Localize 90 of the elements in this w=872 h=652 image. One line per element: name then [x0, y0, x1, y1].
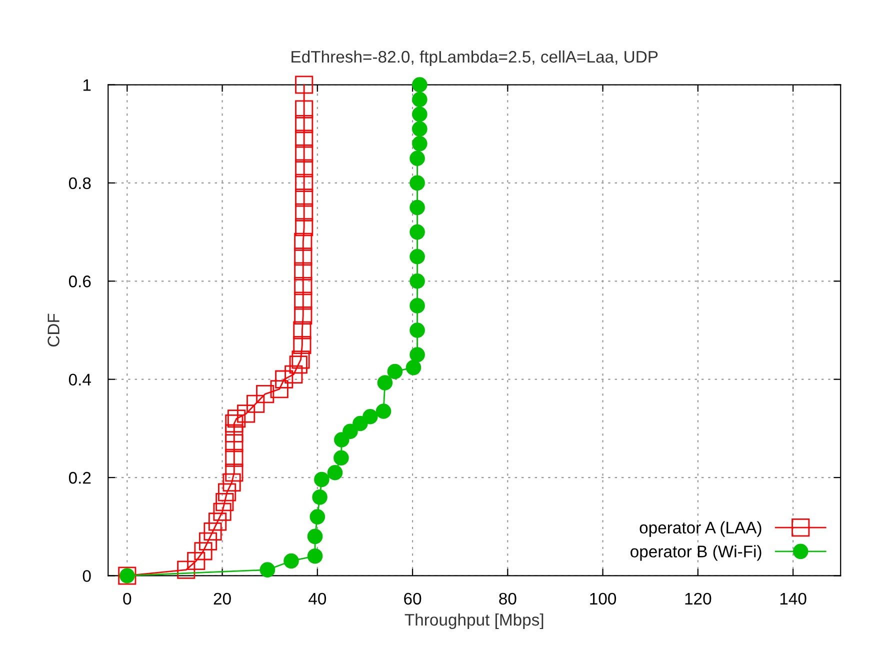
point — [218, 483, 236, 502]
x-tick-label: 100 — [590, 592, 616, 605]
point — [410, 200, 425, 216]
point — [225, 414, 244, 433]
point — [295, 159, 314, 178]
x-tick-label: 0 — [123, 592, 132, 605]
point — [216, 493, 234, 512]
point — [410, 248, 425, 264]
point — [307, 548, 323, 564]
point — [412, 121, 428, 137]
point — [410, 224, 425, 240]
x-tick-label: 40 — [308, 592, 326, 605]
point — [256, 385, 274, 404]
point — [225, 424, 244, 442]
point — [410, 274, 425, 289]
point — [410, 150, 425, 166]
point — [194, 542, 212, 560]
point — [204, 522, 222, 541]
point — [295, 174, 314, 192]
point — [293, 336, 312, 354]
point — [312, 490, 328, 505]
point — [410, 298, 425, 314]
point — [294, 248, 312, 266]
y-tick-label: 0 — [82, 570, 91, 582]
x-tick-label: 80 — [499, 592, 516, 605]
point — [412, 106, 428, 122]
point — [177, 560, 196, 579]
point — [294, 262, 312, 280]
point — [270, 380, 288, 398]
point — [412, 136, 428, 152]
point — [284, 365, 303, 384]
point — [376, 404, 392, 419]
point — [377, 375, 393, 390]
point — [314, 472, 330, 488]
point — [412, 77, 428, 92]
point — [293, 321, 312, 340]
legend-label: operator B (Wi-Fi) — [630, 545, 762, 561]
point — [228, 410, 246, 428]
y-tick-label: 0.2 — [68, 472, 91, 484]
legend-label: operator A (LAA) — [640, 521, 762, 537]
point — [295, 188, 314, 207]
x-tick-label: 120 — [685, 592, 712, 605]
point — [295, 76, 314, 94]
x-tick-label: 20 — [214, 592, 231, 605]
point — [289, 356, 308, 374]
point — [410, 322, 425, 338]
point — [295, 115, 314, 134]
point — [334, 450, 349, 466]
point — [410, 175, 425, 191]
point — [327, 464, 343, 480]
point — [225, 448, 244, 467]
point — [362, 409, 378, 424]
point — [295, 144, 314, 163]
point — [295, 130, 314, 148]
point — [246, 394, 265, 413]
point — [225, 434, 244, 452]
point — [342, 424, 358, 440]
point — [307, 528, 323, 544]
point — [198, 532, 218, 550]
point — [412, 92, 428, 108]
x-tick-label: 140 — [780, 592, 806, 605]
x-axis-title: Throughput [Mbps] — [404, 613, 544, 630]
point — [294, 292, 312, 310]
point — [310, 509, 326, 524]
point — [292, 350, 310, 369]
point — [294, 277, 312, 296]
y-tick-label: 0.6 — [68, 276, 91, 288]
point — [208, 512, 227, 531]
point — [275, 370, 294, 388]
point — [222, 473, 241, 492]
point — [410, 347, 425, 362]
point — [187, 552, 206, 570]
point — [225, 464, 244, 482]
y-tick-label: 0.8 — [68, 177, 91, 190]
point — [295, 218, 314, 236]
point — [237, 404, 256, 423]
chart-title: EdThresh=-82.0, ftpLambda=2.5, cellA=Laa, UDP — [292, 50, 658, 66]
point — [213, 502, 232, 521]
point — [387, 364, 403, 380]
point — [295, 203, 314, 222]
point — [294, 306, 312, 325]
point — [295, 100, 314, 118]
y-axis-title: CDF — [48, 314, 60, 347]
y-tick-label: 0.4 — [68, 374, 91, 386]
point — [406, 360, 422, 376]
point — [260, 562, 276, 578]
x-tick-label: 60 — [404, 592, 422, 605]
point — [284, 553, 299, 569]
y-tick-label: 1 — [83, 79, 91, 91]
point — [294, 232, 312, 251]
